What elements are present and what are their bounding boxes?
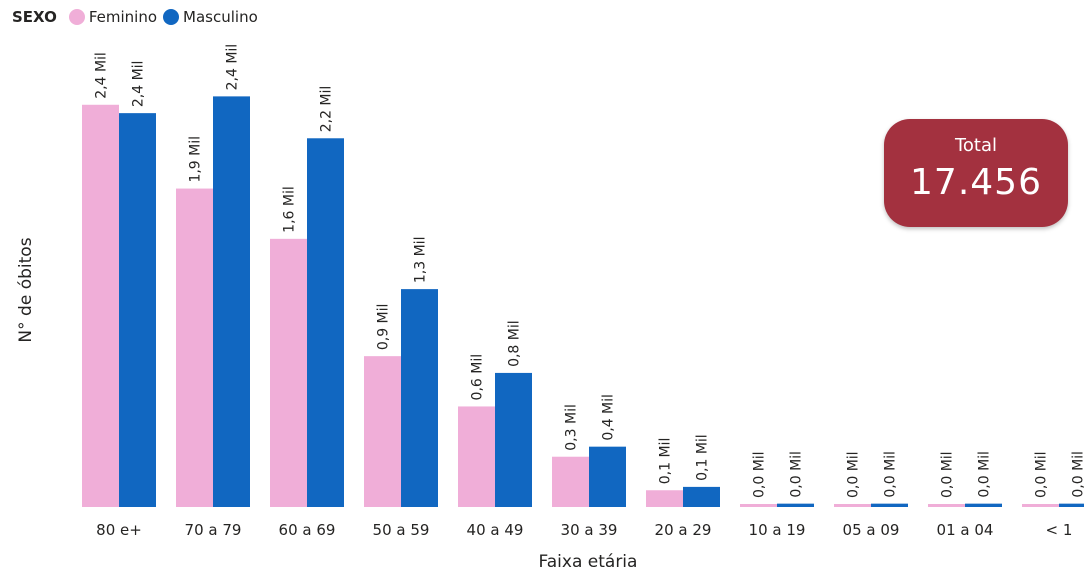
- data-label-masculino-10: 0,0 Mil: [977, 451, 993, 498]
- bar-masculino-7[interactable]: [683, 486, 720, 507]
- data-label-masculino-11: 0,0 Mil: [1071, 451, 1084, 498]
- bar-masculino-2[interactable]: [213, 96, 250, 507]
- bar-feminino-1[interactable]: [82, 104, 119, 507]
- data-label-feminino-1: 2,4 Mil: [94, 52, 110, 99]
- bar-masculino-1[interactable]: [119, 113, 156, 507]
- bar-masculino-8[interactable]: [777, 503, 814, 507]
- data-label-masculino-6: 0,4 Mil: [601, 394, 617, 441]
- data-label-feminino-9: 0,0 Mil: [846, 451, 862, 498]
- total-card: Total 17.456: [884, 119, 1068, 227]
- legend-item-masculino[interactable]: Masculino: [163, 8, 258, 26]
- data-label-masculino-5: 0,8 Mil: [507, 320, 523, 367]
- x-tick-label: 01 a 04: [937, 521, 994, 539]
- bar-feminino-10[interactable]: [928, 504, 965, 507]
- bar-feminino-8[interactable]: [740, 504, 777, 507]
- x-tick-label: 40 a 49: [467, 521, 524, 539]
- data-label-masculino-1: 2,4 Mil: [131, 61, 147, 108]
- data-label-masculino-8: 0,0 Mil: [789, 451, 805, 498]
- x-tick-label: 80 e+: [96, 521, 142, 539]
- x-tick-label: 50 a 59: [373, 521, 430, 539]
- x-tick-label: 10 a 19: [749, 521, 806, 539]
- legend-swatch-masculino: [163, 9, 180, 25]
- data-label-feminino-2: 1,9 Mil: [188, 136, 204, 183]
- bar-feminino-9[interactable]: [834, 504, 871, 507]
- x-tick-label: 30 a 39: [561, 521, 618, 539]
- bar-feminino-6[interactable]: [552, 456, 589, 507]
- legend-item-feminino[interactable]: Feminino: [68, 8, 158, 26]
- x-axis-title: Faixa etária: [539, 552, 638, 571]
- legend-label-masculino: Masculino: [183, 8, 258, 26]
- x-tick-label: 20 a 29: [655, 521, 712, 539]
- bar-feminino-4[interactable]: [364, 356, 401, 507]
- bar-feminino-2[interactable]: [176, 188, 213, 507]
- data-label-feminino-6: 0,3 Mil: [564, 404, 580, 451]
- y-axis-title: N° de óbitos: [16, 237, 36, 342]
- data-label-feminino-4: 0,9 Mil: [376, 304, 392, 351]
- bar-feminino-3[interactable]: [270, 238, 307, 507]
- bar-feminino-5[interactable]: [458, 406, 495, 507]
- bar-masculino-3[interactable]: [307, 138, 344, 507]
- x-tick-label: 60 a 69: [279, 521, 336, 539]
- bar-feminino-11[interactable]: [1022, 504, 1059, 507]
- data-label-masculino-7: 0,1 Mil: [695, 434, 711, 481]
- total-label: Total: [954, 135, 998, 156]
- bar-masculino-5[interactable]: [495, 372, 532, 507]
- data-label-feminino-10: 0,0 Mil: [940, 451, 956, 498]
- legend-swatch-feminino: [68, 9, 85, 25]
- bar-masculino-9[interactable]: [871, 503, 908, 507]
- data-label-feminino-5: 0,6 Mil: [470, 354, 486, 401]
- data-label-masculino-9: 0,0 Mil: [883, 451, 899, 498]
- data-label-feminino-7: 0,1 Mil: [658, 438, 674, 485]
- data-label-masculino-2: 2,4 Mil: [225, 44, 241, 91]
- bar-masculino-11[interactable]: [1059, 503, 1084, 507]
- x-tick-label: < 1: [1046, 521, 1073, 539]
- data-label-masculino-4: 1,3 Mil: [413, 237, 429, 284]
- total-value: 17.456: [910, 162, 1042, 203]
- data-label-feminino-8: 0,0 Mil: [752, 451, 768, 498]
- data-label-masculino-3: 2,2 Mil: [319, 86, 335, 133]
- bar-masculino-10[interactable]: [965, 503, 1002, 507]
- bar-masculino-4[interactable]: [401, 289, 438, 507]
- chart-legend: SEXO Feminino Masculino: [12, 8, 264, 26]
- legend-label-feminino: Feminino: [88, 8, 158, 26]
- x-tick-label: 70 a 79: [185, 521, 242, 539]
- data-label-feminino-11: 0,0 Mil: [1034, 451, 1050, 498]
- bar-feminino-7[interactable]: [646, 490, 683, 507]
- bar-masculino-6[interactable]: [589, 446, 626, 507]
- data-label-feminino-3: 1,6 Mil: [282, 186, 298, 233]
- x-tick-label: 05 a 09: [843, 521, 900, 539]
- legend-title: SEXO: [12, 8, 57, 26]
